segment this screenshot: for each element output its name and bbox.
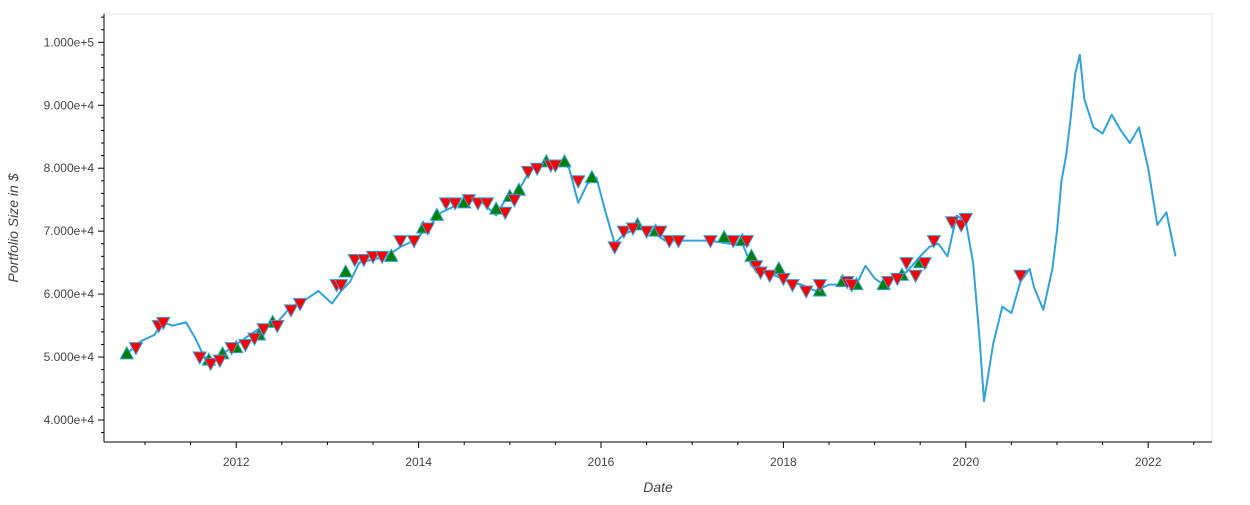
sell-signal-marker bbox=[479, 197, 495, 211]
sell-signal-marker bbox=[224, 342, 240, 356]
sell-signal-marker bbox=[607, 241, 623, 255]
x-tick-label: 2016 bbox=[588, 455, 615, 469]
sell-signal-marker bbox=[406, 235, 422, 249]
sell-signal-marker bbox=[374, 250, 390, 265]
x-tick-label: 2014 bbox=[405, 455, 432, 469]
sell-signal-marker bbox=[192, 351, 208, 366]
x-axis-title: Date bbox=[643, 479, 673, 495]
y-tick-label: 6.000e+4 bbox=[44, 287, 95, 301]
sell-signal-marker bbox=[292, 298, 308, 312]
sell-signal-marker bbox=[238, 338, 253, 353]
sell-signal-marker bbox=[798, 285, 814, 299]
sell-signal-marker bbox=[356, 253, 372, 268]
marker-layer bbox=[119, 153, 1028, 372]
sell-signal-marker bbox=[333, 279, 349, 293]
series-layer bbox=[126, 53, 1177, 403]
x-tick-label: 2018 bbox=[770, 455, 797, 469]
y-tick-label: 8.000e+4 bbox=[44, 161, 95, 175]
sell-signal-marker bbox=[447, 197, 463, 211]
buy-signal-marker bbox=[383, 248, 399, 262]
y-axis-title: Portfolio Size in $ bbox=[5, 173, 21, 282]
x-tick-label: 2022 bbox=[1135, 455, 1162, 469]
buy-signal-marker bbox=[584, 169, 600, 184]
sell-signal-marker bbox=[212, 354, 228, 369]
y-axis: 4.000e+4 5.000e+4 6.000e+4 7.000e+4 8.000e+4… bbox=[44, 14, 105, 442]
sell-signal-marker bbox=[520, 165, 536, 180]
sell-signal-marker bbox=[507, 194, 522, 208]
y-tick-label: 9.000e+4 bbox=[44, 98, 95, 112]
y-tick-label: 5.000e+4 bbox=[44, 350, 95, 364]
sell-signal-marker bbox=[739, 235, 755, 249]
sell-signal-marker bbox=[616, 225, 632, 240]
sell-signal-marker bbox=[470, 197, 486, 211]
sell-signal-marker bbox=[269, 320, 285, 334]
sell-signal-marker bbox=[420, 222, 436, 237]
sell-signal-marker bbox=[652, 225, 668, 240]
x-tick-label: 2020 bbox=[952, 455, 979, 469]
buy-signal-marker bbox=[429, 207, 445, 221]
buy-signal-marker bbox=[338, 264, 354, 278]
sell-signal-marker bbox=[908, 269, 923, 284]
sell-signal-marker bbox=[639, 225, 654, 240]
x-tick-label: 2012 bbox=[223, 455, 250, 469]
sell-signal-marker bbox=[155, 316, 171, 331]
y-tick-label: 7.000e+4 bbox=[44, 224, 95, 238]
sell-signal-marker bbox=[880, 276, 896, 290]
sell-signal-marker bbox=[529, 162, 545, 177]
sell-signal-marker bbox=[662, 235, 677, 249]
sell-signal-marker bbox=[256, 323, 271, 337]
sell-signal-marker bbox=[785, 279, 800, 293]
sell-signal-marker bbox=[899, 257, 914, 271]
sell-signal-marker bbox=[283, 304, 299, 318]
sell-signal-marker bbox=[247, 332, 262, 347]
y-tick-label: 4.000e+4 bbox=[44, 413, 95, 427]
buy-signal-marker bbox=[511, 182, 527, 196]
sell-signal-marker bbox=[844, 279, 860, 293]
sell-signal-marker bbox=[625, 222, 641, 237]
sell-signal-marker bbox=[128, 342, 144, 356]
sell-signal-marker bbox=[890, 272, 905, 287]
sell-signal-marker bbox=[548, 159, 563, 174]
sell-signal-marker bbox=[958, 213, 974, 227]
sell-signal-marker bbox=[725, 235, 741, 249]
sell-signal-marker bbox=[570, 175, 586, 189]
buy-signal-marker bbox=[119, 345, 135, 360]
sell-signal-marker bbox=[203, 357, 219, 372]
x-axis: 2012 2014 2016 2018 2020 2022 bbox=[104, 441, 1212, 469]
sell-signal-marker bbox=[438, 197, 454, 211]
sell-signal-marker bbox=[812, 279, 828, 293]
sell-signal-marker bbox=[703, 235, 718, 249]
sell-signal-marker bbox=[671, 235, 686, 249]
sell-signal-marker bbox=[1013, 269, 1028, 284]
sell-signal-marker bbox=[365, 250, 381, 265]
sell-signal-marker bbox=[497, 206, 513, 221]
sell-signal-marker bbox=[917, 257, 933, 271]
y-tick-label: 1.000e+5 bbox=[44, 35, 95, 49]
sell-signal-marker bbox=[762, 269, 778, 284]
sell-signal-marker bbox=[393, 235, 408, 249]
sell-signal-marker bbox=[347, 253, 363, 268]
sell-signal-marker bbox=[926, 235, 942, 249]
portfolio-series-line bbox=[126, 53, 1177, 403]
